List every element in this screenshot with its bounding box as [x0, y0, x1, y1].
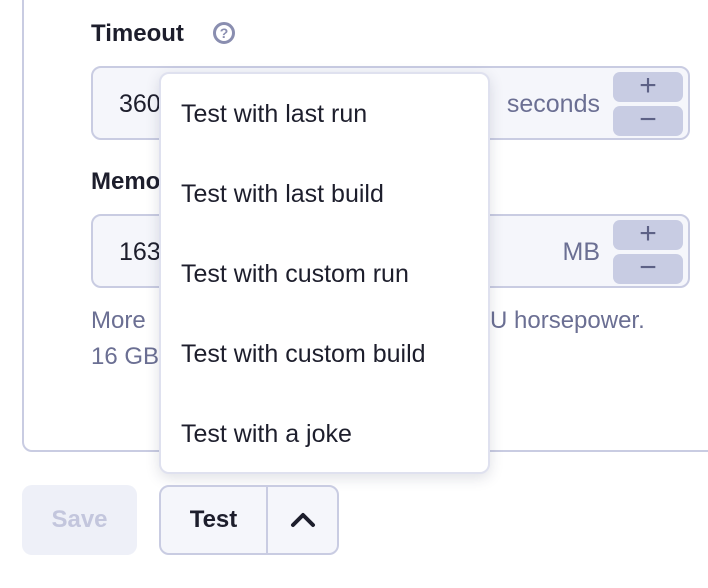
- timeout-unit: seconds: [506, 90, 600, 118]
- memory-decrement-button[interactable]: −: [613, 253, 683, 284]
- memory-hint-start: More: [91, 307, 146, 334]
- chevron-up-icon: [290, 513, 315, 527]
- dropdown-toggle-button[interactable]: [268, 487, 337, 553]
- memory-hint-end: U horsepower.: [490, 307, 645, 334]
- test-button[interactable]: Test: [161, 487, 268, 553]
- test-dropdown-menu: Test with last run Test with last build …: [159, 72, 490, 474]
- memory-hint-line2: 16 GB: [91, 343, 160, 370]
- help-icon[interactable]: ?: [213, 22, 235, 44]
- memory-increment-button[interactable]: +: [613, 219, 683, 250]
- menu-item-custom-run[interactable]: Test with custom run: [181, 260, 409, 288]
- timeout-increment-button[interactable]: +: [613, 71, 683, 102]
- save-button[interactable]: Save: [22, 485, 137, 555]
- timeout-decrement-button[interactable]: −: [613, 105, 683, 136]
- timeout-label: Timeout: [91, 20, 184, 47]
- menu-item-last-run[interactable]: Test with last run: [181, 100, 368, 128]
- memory-unit: MB: [562, 238, 601, 266]
- menu-item-custom-build[interactable]: Test with custom build: [181, 340, 426, 368]
- menu-item-last-build[interactable]: Test with last build: [181, 180, 384, 208]
- test-split-button: Test: [159, 485, 339, 555]
- menu-item-joke[interactable]: Test with a joke: [181, 420, 352, 448]
